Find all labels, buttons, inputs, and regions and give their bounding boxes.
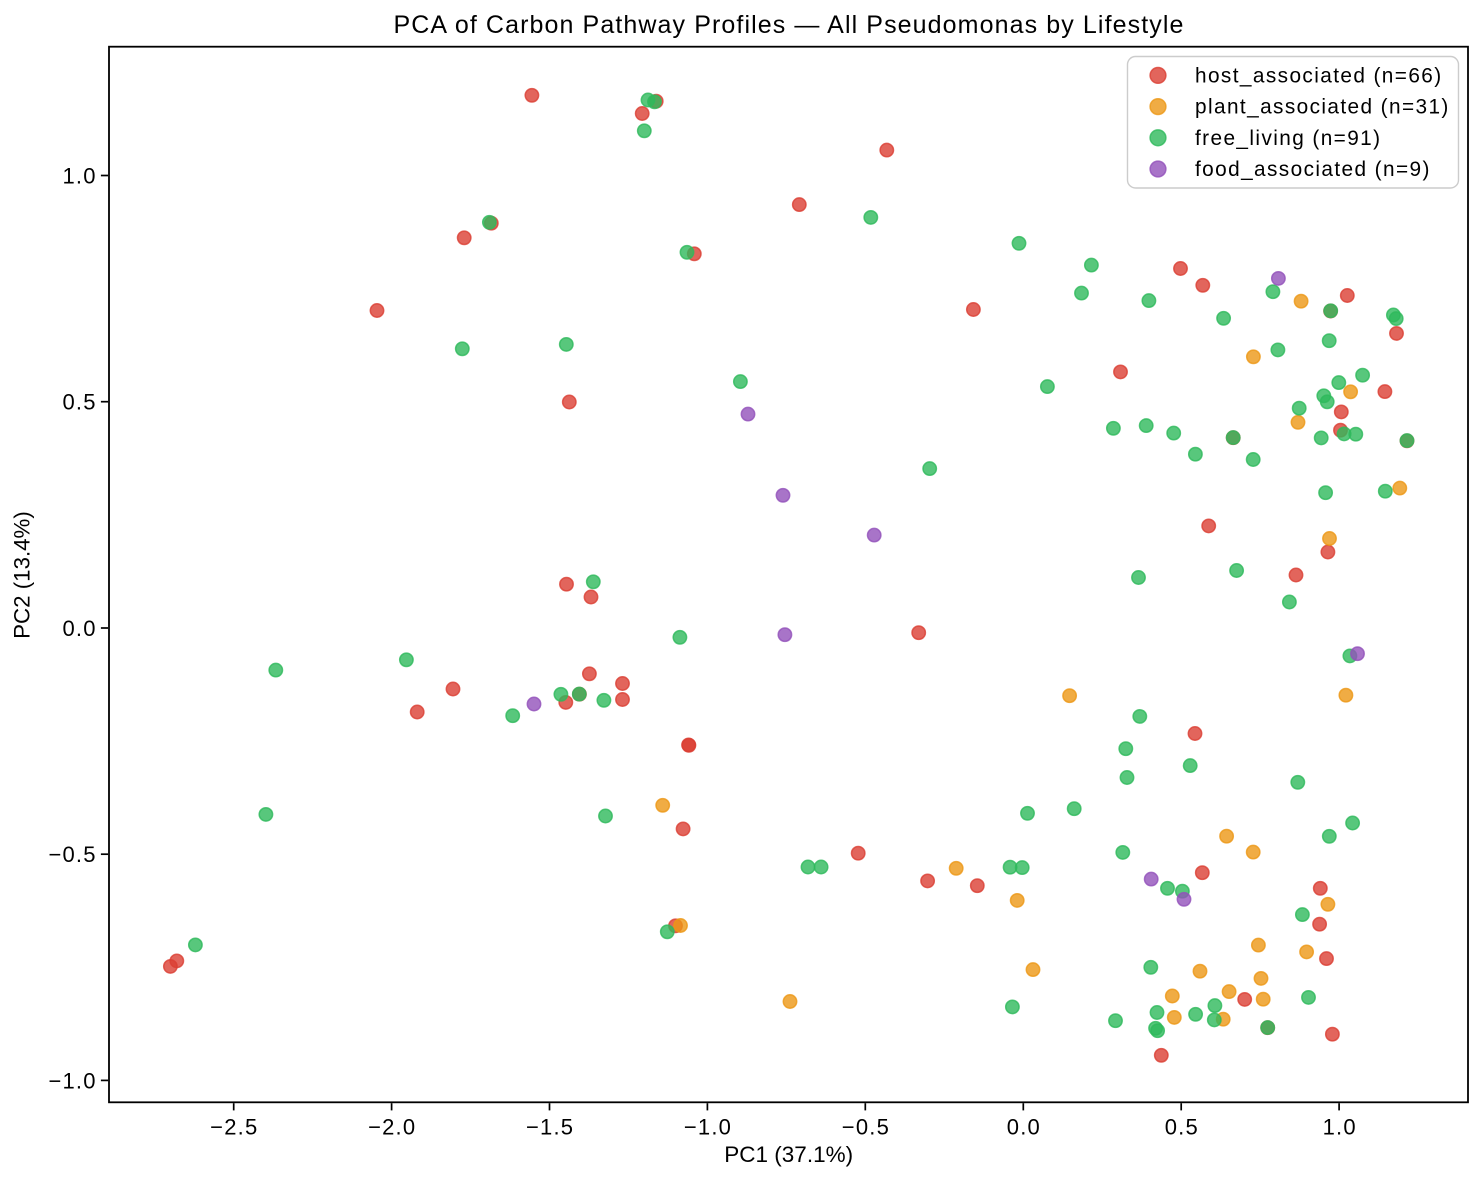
svg-text:PC1 (37.1%): PC1 (37.1%) (724, 1142, 853, 1167)
svg-text:−2.0: −2.0 (368, 1114, 416, 1139)
svg-text:−1.0: −1.0 (684, 1114, 732, 1139)
svg-text:−0.5: −0.5 (842, 1114, 890, 1139)
svg-text:0.0: 0.0 (63, 616, 97, 641)
svg-text:PCA of Carbon Pathway Profiles: PCA of Carbon Pathway Profiles — All Pse… (393, 11, 1184, 39)
svg-text:−1.5: −1.5 (526, 1114, 574, 1139)
svg-text:0.5: 0.5 (63, 390, 97, 415)
svg-text:PC2 (13.4%): PC2 (13.4%) (10, 511, 35, 639)
svg-text:food_associated (n=9): food_associated (n=9) (1195, 158, 1431, 181)
svg-text:0.0: 0.0 (1007, 1114, 1041, 1139)
svg-text:plant_associated (n=31): plant_associated (n=31) (1195, 96, 1450, 119)
svg-text:1.0: 1.0 (63, 164, 97, 189)
svg-text:−0.5: −0.5 (48, 842, 96, 867)
svg-text:host_associated (n=66): host_associated (n=66) (1195, 64, 1443, 87)
svg-text:free_living (n=91): free_living (n=91) (1195, 127, 1381, 150)
svg-text:1.0: 1.0 (1323, 1114, 1357, 1139)
svg-text:−2.5: −2.5 (210, 1114, 258, 1139)
svg-text:0.5: 0.5 (1165, 1114, 1199, 1139)
svg-text:−1.0: −1.0 (48, 1068, 96, 1093)
